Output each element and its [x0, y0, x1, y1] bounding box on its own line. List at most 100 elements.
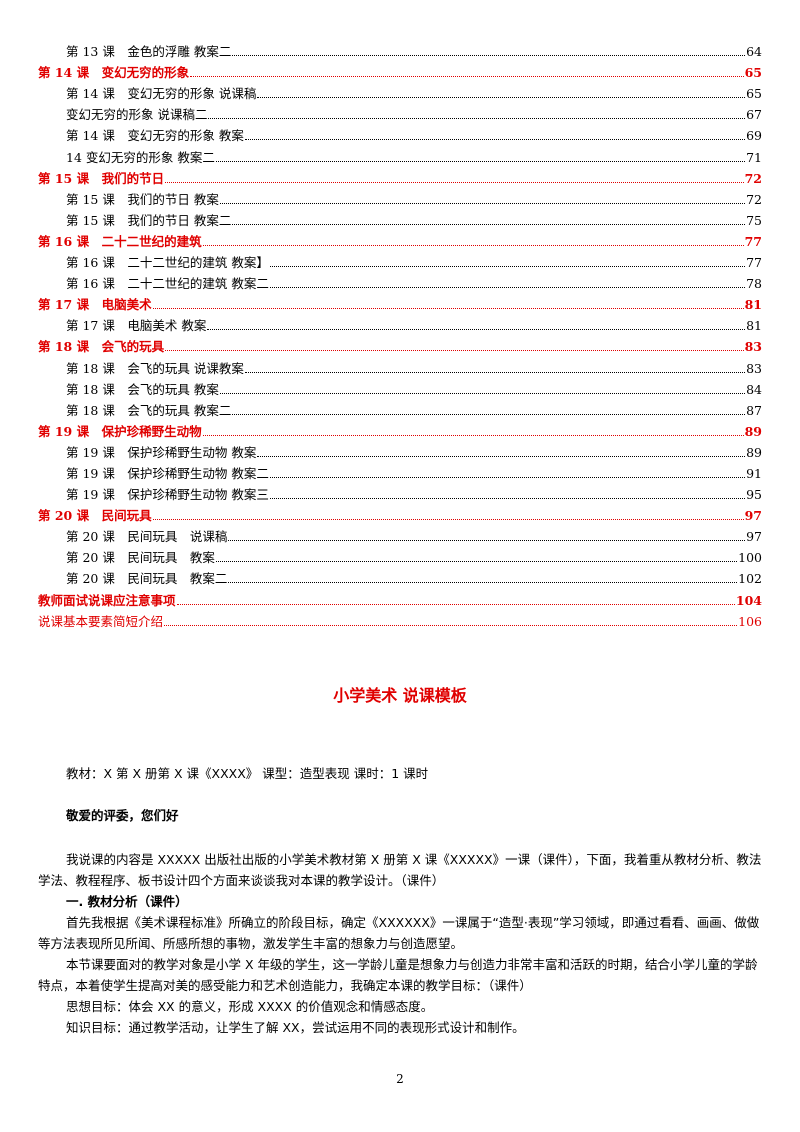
toc-entry-page: 95 — [746, 487, 762, 503]
toc-entry-page: 97 — [744, 508, 762, 524]
toc-entry-title: 第 18 课 会飞的玩具 — [38, 339, 165, 355]
toc-entry-title: 第 16 课 二十二世纪的建筑 教案二 — [66, 276, 269, 292]
toc-entry-page: 72 — [746, 191, 762, 207]
toc-leader-dots — [228, 540, 746, 542]
toc-leader-dots — [244, 139, 746, 141]
toc-entry-title: 第 15 课 我们的节日 教案二 — [66, 212, 232, 228]
lesson-meta: 教材：X 第 X 册第 X 课《XXXX》 课型：造型表现 课时：1 课时 — [38, 763, 762, 784]
toc-entry-title: 第 20 课 民间玩具 说课稿 — [66, 529, 228, 545]
greeting: 敬爱的评委，您们好 — [66, 808, 179, 823]
toc-leader-dots — [269, 266, 746, 268]
toc-entry[interactable]: 第 15 课 我们的节日 教案二 75 — [38, 207, 762, 228]
intro-paragraph: 我说课的内容是 XXXXX 出版社出版的小学美术教材第 X 册第 X 课《XXX… — [38, 852, 762, 888]
toc-leader-dots — [215, 160, 746, 162]
toc-leader-dots — [244, 371, 746, 373]
toc-entry-title: 说课基本要素简短介绍 — [38, 613, 164, 629]
toc-entry-title: 第 19 课 保护珍稀野生动物 教案三 — [66, 487, 269, 503]
toc-entry[interactable]: 第 16 课 二十二世纪的建筑 教案】 77 — [38, 249, 762, 270]
toc-entry[interactable]: 第 17 课 电脑美术 81 — [38, 291, 762, 312]
toc-leader-dots — [207, 329, 746, 331]
greeting-block: 敬爱的评委，您们好 — [38, 805, 762, 826]
toc-entry[interactable]: 14 变幻无穷的形象 教案二 71 — [38, 143, 762, 165]
toc-entry-page: 87 — [746, 402, 762, 418]
toc-entry-page: 89 — [746, 444, 762, 460]
toc-entry[interactable]: 第 20 课 民间玩具 97 — [38, 502, 762, 523]
toc-entry[interactable]: 第 19 课 保护珍稀野生动物 89 — [38, 418, 762, 439]
toc-leader-dots — [232, 223, 746, 225]
toc-entry-title: 变幻无穷的形象 说课稿二 — [66, 107, 208, 123]
toc-entry[interactable]: 第 15 课 我们的节日 教案 72 — [38, 186, 762, 207]
toc-leader-dots — [228, 582, 738, 584]
toc-entry-page: 72 — [744, 170, 762, 186]
toc-leader-dots — [257, 97, 746, 99]
toc-entry[interactable]: 第 17 课 电脑美术 教案 81 — [38, 312, 762, 333]
toc-leader-dots — [176, 603, 735, 605]
toc-entry-title: 第 15 课 我们的节日 教案 — [66, 191, 219, 207]
paragraph-1: 首先我根据《美术课程标准》所确立的阶段目标，确定《XXXXXX》一课属于“造型·… — [38, 915, 760, 951]
toc-entry-page: 69 — [746, 128, 762, 144]
toc-entry[interactable]: 第 19 课 保护珍稀野生动物 教案二 91 — [38, 460, 762, 481]
toc-entry-page: 81 — [744, 297, 762, 313]
toc-leader-dots — [208, 118, 746, 120]
toc-entry-page: 65 — [746, 86, 762, 102]
toc-entry-title: 第 14 课 变幻无穷的形象 教案 — [66, 128, 244, 144]
toc-entry[interactable]: 第 18 课 会飞的玩具 教案二 87 — [38, 397, 762, 418]
toc-leader-dots — [165, 181, 744, 183]
toc-entry[interactable]: 第 20 课 民间玩具 教案二 102 — [38, 565, 762, 586]
toc-entry-page: 102 — [738, 571, 762, 587]
toc-leader-dots — [152, 308, 744, 310]
toc-entry-title: 第 17 课 电脑美术 — [38, 297, 152, 313]
toc-entry-page: 81 — [746, 318, 762, 334]
toc-entry-page: 83 — [746, 360, 762, 376]
toc-entry-title: 第 14 课 变幻无穷的形象 说课稿 — [66, 86, 257, 102]
toc-entry[interactable]: 说课基本要素简短介绍 106 — [38, 608, 762, 629]
main-text: 我说课的内容是 XXXXX 出版社出版的小学美术教材第 X 册第 X 课《XXX… — [38, 849, 762, 1038]
toc-leader-dots — [165, 350, 744, 352]
toc-entry-page: 104 — [735, 592, 762, 608]
toc-entry[interactable]: 第 20 课 民间玩具 教案 100 — [38, 544, 762, 565]
toc-leader-dots — [232, 55, 746, 57]
toc-entry-page: 100 — [738, 550, 762, 566]
toc-entry-title: 第 20 课 民间玩具 教案 — [66, 550, 215, 566]
toc-entry-page: 83 — [744, 339, 762, 355]
toc-entry[interactable]: 第 19 课 保护珍稀野生动物 教案 89 — [38, 439, 762, 460]
toc-entry[interactable]: 变幻无穷的形象 说课稿二 67 — [38, 101, 762, 122]
toc-entry-page: 71 — [746, 149, 762, 165]
toc-entry-page: 89 — [744, 423, 762, 439]
toc-entry[interactable]: 第 13 课 金色的浮雕 教案二 64 — [38, 38, 762, 59]
toc-entry[interactable]: 第 14 课 变幻无穷的形象 教案 69 — [38, 122, 762, 143]
toc-entry-title: 第 18 课 会飞的玩具 教案 — [66, 381, 219, 397]
toc-entry-title: 第 16 课 二十二世纪的建筑 教案】 — [66, 255, 269, 271]
toc-entry-title: 14 变幻无穷的形象 教案二 — [66, 149, 215, 165]
toc-leader-dots — [219, 392, 746, 394]
toc-leader-dots — [202, 434, 744, 436]
toc-entry-title: 第 18 课 会飞的玩具 说课教案 — [66, 360, 244, 376]
toc-leader-dots — [257, 455, 746, 457]
section-heading: 一. 教材分析（课件） — [66, 894, 188, 909]
toc-entry[interactable]: 第 20 课 民间玩具 说课稿 97 — [38, 523, 762, 544]
toc-entry[interactable]: 第 18 课 会飞的玩具 说课教案 83 — [38, 354, 762, 376]
toc-leader-dots — [152, 519, 744, 521]
toc-entry-title: 教师面试说课应注意事项 — [38, 592, 176, 608]
toc-entry-title: 第 18 课 会飞的玩具 教案二 — [66, 402, 232, 418]
toc-entry-title: 第 15 课 我们的节日 — [38, 170, 165, 186]
toc-entry[interactable]: 第 18 课 会飞的玩具 83 — [38, 333, 762, 354]
toc-entry-page: 106 — [738, 613, 762, 629]
toc-entry[interactable]: 第 19 课 保护珍稀野生动物 教案三 95 — [38, 481, 762, 502]
toc-entry[interactable]: 第 14 课 变幻无穷的形象 说课稿 65 — [38, 80, 762, 101]
toc-entry-page: 65 — [744, 65, 762, 81]
toc-leader-dots — [202, 244, 744, 246]
table-of-contents: 第 13 课 金色的浮雕 教案二 64 第 14 课 变幻无穷的形象 65 第 14 课… — [38, 38, 762, 629]
toc-entry[interactable]: 第 16 课 二十二世纪的建筑 教案二 78 — [38, 270, 762, 291]
toc-entry-page: 64 — [746, 44, 762, 60]
toc-leader-dots — [219, 202, 746, 204]
toc-entry[interactable]: 第 14 课 变幻无穷的形象 65 — [38, 59, 762, 80]
toc-entry[interactable]: 教师面试说课应注意事项 104 — [38, 586, 762, 608]
toc-entry[interactable]: 第 15 课 我们的节日 72 — [38, 165, 762, 186]
toc-leader-dots — [269, 498, 746, 500]
toc-entry-page: 91 — [746, 465, 762, 481]
toc-entry-page: 75 — [746, 212, 762, 228]
toc-entry[interactable]: 第 18 课 会飞的玩具 教案 84 — [38, 376, 762, 397]
toc-entry[interactable]: 第 16 课 二十二世纪的建筑 77 — [38, 228, 762, 249]
meta-line: 教材：X 第 X 册第 X 课《XXXX》 课型：造型表现 课时：1 课时 — [66, 766, 429, 781]
